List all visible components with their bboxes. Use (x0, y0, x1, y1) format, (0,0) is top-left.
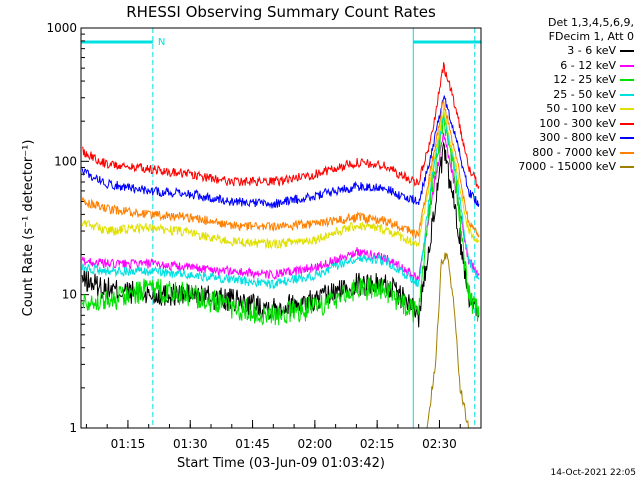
y-axis-label: Count Rate (s⁻¹ detector⁻¹) (21, 140, 36, 317)
x-tick-label-5: 02:30 (422, 437, 457, 451)
x-tick-label-2: 01:45 (235, 437, 270, 451)
series-line-7000-15000- (426, 252, 469, 429)
x-tick-label-1: 01:30 (173, 437, 208, 451)
legend-item: 12 - 25 keV (553, 73, 634, 86)
legend-item: 7000 - 15000 keV (518, 160, 634, 173)
series-line-100-300- (82, 62, 480, 189)
series-line-50-100- (81, 108, 480, 250)
plot-area: N 1 10 100 1000 01:15 01:30 01:45 02:00 02:15 02:3… (46, 21, 481, 451)
legend-item-label: 800 - 7000 keV (532, 145, 616, 159)
series-line-25-50- (81, 108, 480, 290)
legend-swatch (620, 151, 634, 154)
generated-timestamp: 14-Oct-2021 22:05 (550, 468, 636, 478)
legend-item-label: 100 - 300 keV (539, 116, 616, 130)
legend-item: 3 - 6 keV (567, 44, 634, 57)
series-line-300-800- (81, 95, 480, 209)
plot-frame (80, 27, 482, 429)
legend-item: 100 - 300 keV (539, 117, 634, 130)
series-line-6-12- (81, 132, 480, 283)
x-tick-label-0: 01:15 (111, 437, 146, 451)
legend-swatch (620, 64, 634, 67)
legend-item: 50 - 100 keV (546, 102, 634, 115)
legend-item-label: 25 - 50 keV (553, 87, 616, 101)
y-tick-label-1: 10 (62, 288, 77, 302)
series-line-12-25- (81, 112, 480, 326)
legend-item-label: 3 - 6 keV (567, 44, 616, 57)
legend-header-line-2: FDecim 1, Att 0 (548, 30, 634, 43)
chart-title: RHESSI Observing Summary Count Rates (126, 3, 436, 21)
y-tick-label-0: 1 (69, 421, 77, 435)
flag-label-0: N (158, 37, 165, 48)
legend-swatch (620, 50, 634, 52)
legend-item: 25 - 50 keV (553, 88, 634, 101)
legend-swatch (620, 137, 634, 139)
x-tick-label-4: 02:15 (360, 437, 395, 451)
legend-swatch (620, 108, 634, 110)
legend-swatch (620, 122, 634, 125)
legend-item: 300 - 800 keV (539, 131, 634, 144)
x-axis-label: Start Time (03-Jun-09 01:03:42) (177, 456, 385, 471)
legend-header-line-1: Det 1,3,4,5,6,9, (547, 16, 634, 29)
legend-swatch (620, 79, 634, 81)
legend-swatch (620, 93, 634, 96)
y-tick-label-3: 1000 (46, 21, 77, 35)
legend-swatch (620, 166, 634, 168)
legend-item-label: 12 - 25 keV (553, 73, 616, 86)
y-tick-label-2: 100 (54, 154, 77, 168)
series-line-800-7000- (81, 98, 480, 240)
legend-item-label: 6 - 12 keV (560, 58, 616, 72)
x-tick-label-3: 02:00 (298, 437, 333, 451)
legend-item-label: 7000 - 15000 keV (518, 160, 616, 173)
legend-item-label: 300 - 800 keV (539, 131, 616, 144)
legend-item-label: 50 - 100 keV (546, 102, 616, 115)
legend-item: 800 - 7000 keV (532, 146, 634, 159)
legend-item: 6 - 12 keV (560, 59, 634, 72)
